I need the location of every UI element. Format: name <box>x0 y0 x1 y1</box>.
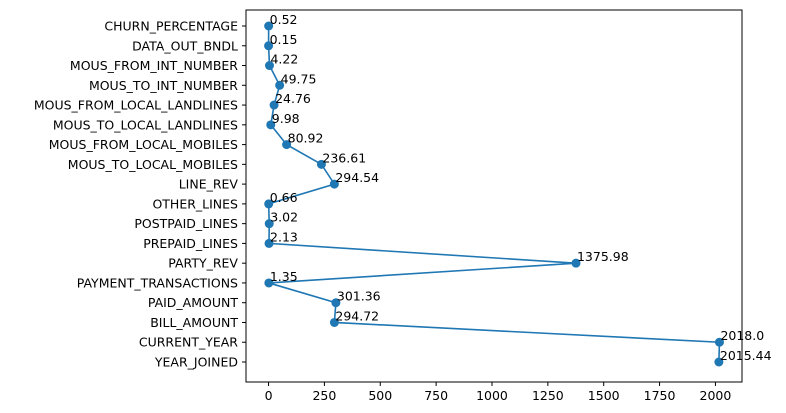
y-tick-label: POSTPAID_LINES <box>134 216 238 231</box>
y-tick-label: MOUS_TO_LOCAL_LANDLINES <box>53 117 238 132</box>
data-point <box>282 140 292 150</box>
y-tick-label: PAYMENT_TRANSACTIONS <box>77 275 238 290</box>
x-axis: 0 250 500 750 1000 1250 1500 1750 2000 <box>265 382 732 403</box>
data-label: 4.22 <box>270 52 298 67</box>
x-tick-label: 2000 <box>700 388 732 403</box>
y-tick-label: MOUS_FROM_LOCAL_MOBILES <box>49 137 238 152</box>
data-label: 2015.44 <box>720 348 772 363</box>
data-point <box>329 317 339 327</box>
data-label: 3.02 <box>270 210 298 225</box>
data-label: 2018.0 <box>720 328 764 343</box>
plot-area <box>245 9 743 383</box>
data-label: 301.36 <box>337 289 381 304</box>
y-tick-label: PARTY_REV <box>168 256 238 271</box>
data-label: 294.54 <box>335 170 379 185</box>
y-tick-label: MOUS_TO_INT_NUMBER <box>89 78 238 93</box>
y-tick-label: PAID_AMOUNT <box>148 295 239 310</box>
y-tick-label: OTHER_LINES <box>152 196 238 211</box>
data-point <box>264 278 274 288</box>
x-tick-label: 1750 <box>644 388 676 403</box>
data-point <box>331 298 341 308</box>
data-labels: 0.52 0.15 4.22 49.75 24.76 9.98 80.92 236.61 294… <box>270 12 772 363</box>
x-tick-label: 1250 <box>532 388 564 403</box>
data-points <box>264 21 724 367</box>
data-point <box>264 219 274 229</box>
data-label: 0.15 <box>270 32 298 47</box>
data-label: 1375.98 <box>577 249 629 264</box>
data-point <box>264 21 274 31</box>
y-tick-label: BILL_AMOUNT <box>150 315 238 330</box>
data-point <box>264 41 274 51</box>
y-tick-label: LINE_REV <box>179 177 239 192</box>
data-point <box>266 120 276 130</box>
data-label: 9.98 <box>272 111 300 126</box>
y-tick-label: YEAR_JOINED <box>154 355 238 370</box>
data-point <box>269 100 279 110</box>
y-tick-label: MOUS_FROM_INT_NUMBER <box>70 58 238 73</box>
x-tick-label: 1000 <box>476 388 508 403</box>
data-label: 1.35 <box>270 269 298 284</box>
x-tick-label: 750 <box>424 388 448 403</box>
data-label: 294.72 <box>335 308 379 323</box>
y-tick-label: MOUS_TO_LOCAL_MOBILES <box>68 157 238 172</box>
data-point <box>264 238 274 248</box>
y-tick-label: MOUS_FROM_LOCAL_LANDLINES <box>34 98 238 113</box>
data-point <box>264 61 274 71</box>
data-point <box>571 258 581 268</box>
y-axis: CHURN_PERCENTAGE DATA_OUT_BNDL MOUS_FROM_I… <box>34 19 246 370</box>
data-point <box>275 80 285 90</box>
data-point <box>329 179 339 189</box>
y-tick-label: DATA_OUT_BNDL <box>132 38 238 53</box>
y-tick-label: PREPAID_LINES <box>143 236 238 251</box>
x-tick-label: 250 <box>312 388 336 403</box>
data-label: 0.52 <box>270 12 298 27</box>
x-tick-label: 0 <box>265 388 273 403</box>
y-tick-label: CURRENT_YEAR <box>139 335 238 350</box>
data-label: 24.76 <box>275 91 311 106</box>
data-point <box>714 337 724 347</box>
data-label: 49.75 <box>281 71 317 86</box>
x-tick-label: 1500 <box>588 388 620 403</box>
data-point <box>714 357 724 367</box>
data-point <box>316 159 326 169</box>
data-label: 2.13 <box>270 229 298 244</box>
y-tick-label: CHURN_PERCENTAGE <box>104 19 238 34</box>
data-label: 236.61 <box>322 150 366 165</box>
data-point <box>264 199 274 209</box>
x-tick-label: 500 <box>368 388 392 403</box>
data-label: 0.66 <box>270 190 298 205</box>
data-label: 80.92 <box>288 131 324 146</box>
